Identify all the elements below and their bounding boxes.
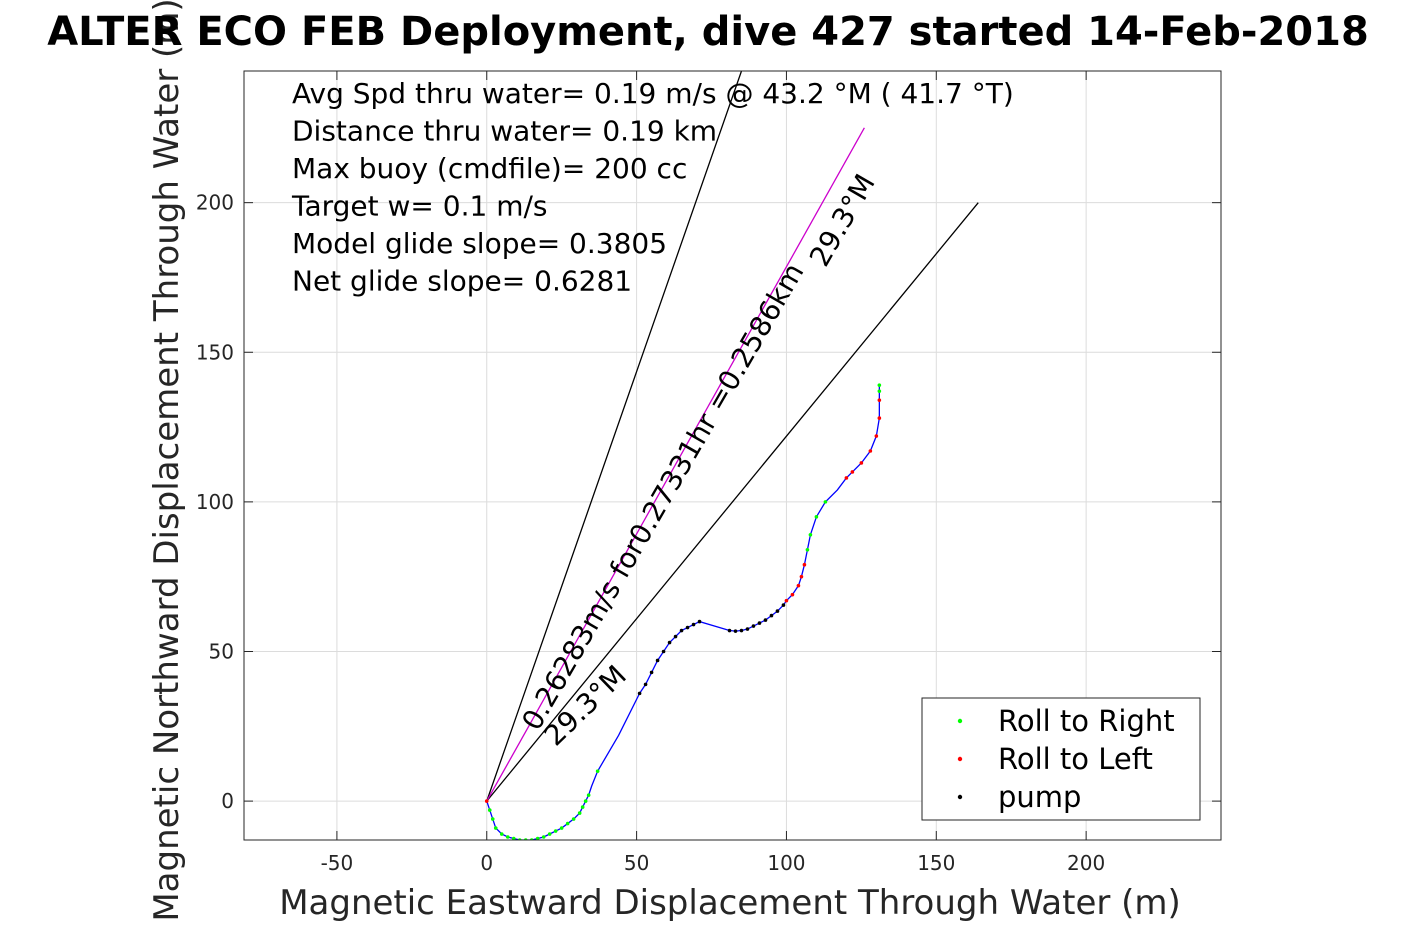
roll-to-right-point [580, 805, 585, 809]
text-box: Avg Spd thru water= 0.19 m/s @ 43.2 °M (… [291, 77, 1014, 298]
y-tick-label: 100 [196, 490, 234, 514]
y-axis-label: Magnetic Northward Displacement Through … [147, 0, 187, 922]
pump-point [661, 649, 666, 654]
pump-point [727, 628, 732, 633]
roll-to-right-point [577, 811, 582, 815]
pump-point [751, 624, 756, 628]
x-tick-label: 50 [624, 851, 649, 875]
roll-to-left-point [802, 562, 807, 567]
legend-marker-roll-to-right [957, 718, 963, 724]
x-tick-label: -50 [321, 851, 354, 875]
roll-to-right-point [877, 383, 882, 387]
pump-point [763, 618, 768, 622]
roll-to-right-point [586, 793, 591, 797]
roll-to-right-point [595, 769, 600, 773]
grid [244, 71, 1221, 840]
pump-point [769, 613, 774, 618]
pump-point [667, 640, 672, 645]
text-box-line: Target w= 0.1 m/s [291, 190, 548, 223]
x-axis-label: Magnetic Eastward Displacement Through W… [279, 883, 1181, 923]
roll-to-right-point [511, 836, 516, 840]
roll-to-left-point [877, 398, 882, 402]
roll-to-left-point [790, 592, 795, 597]
roll-to-left-point [799, 574, 804, 579]
roll-to-left-point [844, 476, 849, 480]
text-box-line: Max buoy (cmdfile)= 200 cc [292, 152, 687, 185]
legend: Roll to Right Roll to Left pump [921, 697, 1201, 821]
roll-to-right-point [583, 799, 588, 803]
y-tick-label: 200 [196, 191, 234, 215]
data-points [484, 383, 882, 840]
text-box-line: Distance thru water= 0.19 km [292, 115, 717, 148]
x-tick-label: 100 [767, 851, 805, 875]
legend-marker-roll-to-left [957, 756, 963, 762]
track [486, 385, 880, 840]
pump-point [685, 625, 690, 630]
roll-to-left-point [874, 434, 879, 438]
roll-to-right-point [541, 835, 546, 839]
text-box-line: Avg Spd thru water= 0.19 m/s @ 43.2 °M (… [292, 77, 1014, 110]
roll-to-left-point [796, 583, 801, 588]
reference-lines [486, 71, 979, 802]
pump-point [697, 619, 702, 624]
target-line [486, 127, 865, 802]
y-tick-label: 50 [209, 639, 234, 663]
roll-to-right-point [535, 836, 540, 840]
legend-label-roll-to-right: Roll to Right [998, 704, 1175, 738]
roll-to-right-point [814, 515, 819, 519]
x-tick-label: 200 [1067, 851, 1105, 875]
roll-to-right-point [823, 500, 828, 504]
roll-to-left-point [784, 598, 789, 603]
pump-point [679, 628, 684, 633]
x-tick-label: 150 [917, 851, 955, 875]
roll-to-right-point [571, 817, 576, 821]
roll-to-right-point [505, 835, 510, 839]
pump-point [757, 621, 762, 625]
y-tick-label: 150 [196, 340, 234, 364]
legend-marker-pump [957, 794, 963, 800]
roll-to-right-point [805, 547, 810, 552]
roll-to-right-point [487, 808, 492, 812]
roll-to-right-point [493, 826, 498, 830]
legend-box [921, 697, 1201, 821]
roll-to-left-point [484, 799, 489, 803]
roll-to-right-point [565, 821, 570, 826]
chart-title: ALTER ECO FEB Deployment, dive 427 start… [47, 9, 1369, 55]
text-box-line: Model glide slope= 0.3805 [292, 227, 667, 260]
pump-point [775, 609, 780, 613]
pump-point [781, 603, 786, 607]
text-box-line: Net glide slope= 0.6281 [292, 265, 632, 298]
pump-point [733, 629, 738, 633]
y-tick-label: 0 [221, 789, 234, 813]
roll-to-right-point [877, 389, 882, 393]
roll-to-left-point [859, 461, 864, 465]
pump-point [673, 634, 678, 639]
roll-to-right-point [547, 832, 552, 836]
roll-to-right-point [808, 532, 813, 537]
pump-point [643, 682, 648, 687]
pump-point [691, 622, 696, 627]
pump-point [739, 628, 744, 633]
pump-point [655, 658, 660, 663]
roll-to-right-point [490, 817, 495, 821]
roll-to-left-point [868, 449, 873, 453]
roll-to-right-point [553, 829, 558, 833]
roll-to-right-point [499, 832, 504, 836]
roll-to-right-point [559, 826, 564, 830]
pump-point [649, 670, 654, 675]
roll-to-left-point [850, 470, 855, 474]
ticks: -50 0 50 100 150 200 0 50 100 150 200 [196, 71, 1221, 875]
plot-box [243, 70, 1222, 841]
roll-to-left-point [877, 416, 882, 420]
pump-point [745, 627, 750, 631]
legend-label-roll-to-left: Roll to Left [998, 742, 1153, 776]
pump-point [637, 691, 642, 696]
direction-line-steep [486, 71, 743, 802]
track-line [486, 385, 880, 840]
legend-label-pump: pump [998, 780, 1081, 814]
x-tick-label: 0 [480, 851, 493, 875]
direction-line-shallow [486, 202, 979, 802]
